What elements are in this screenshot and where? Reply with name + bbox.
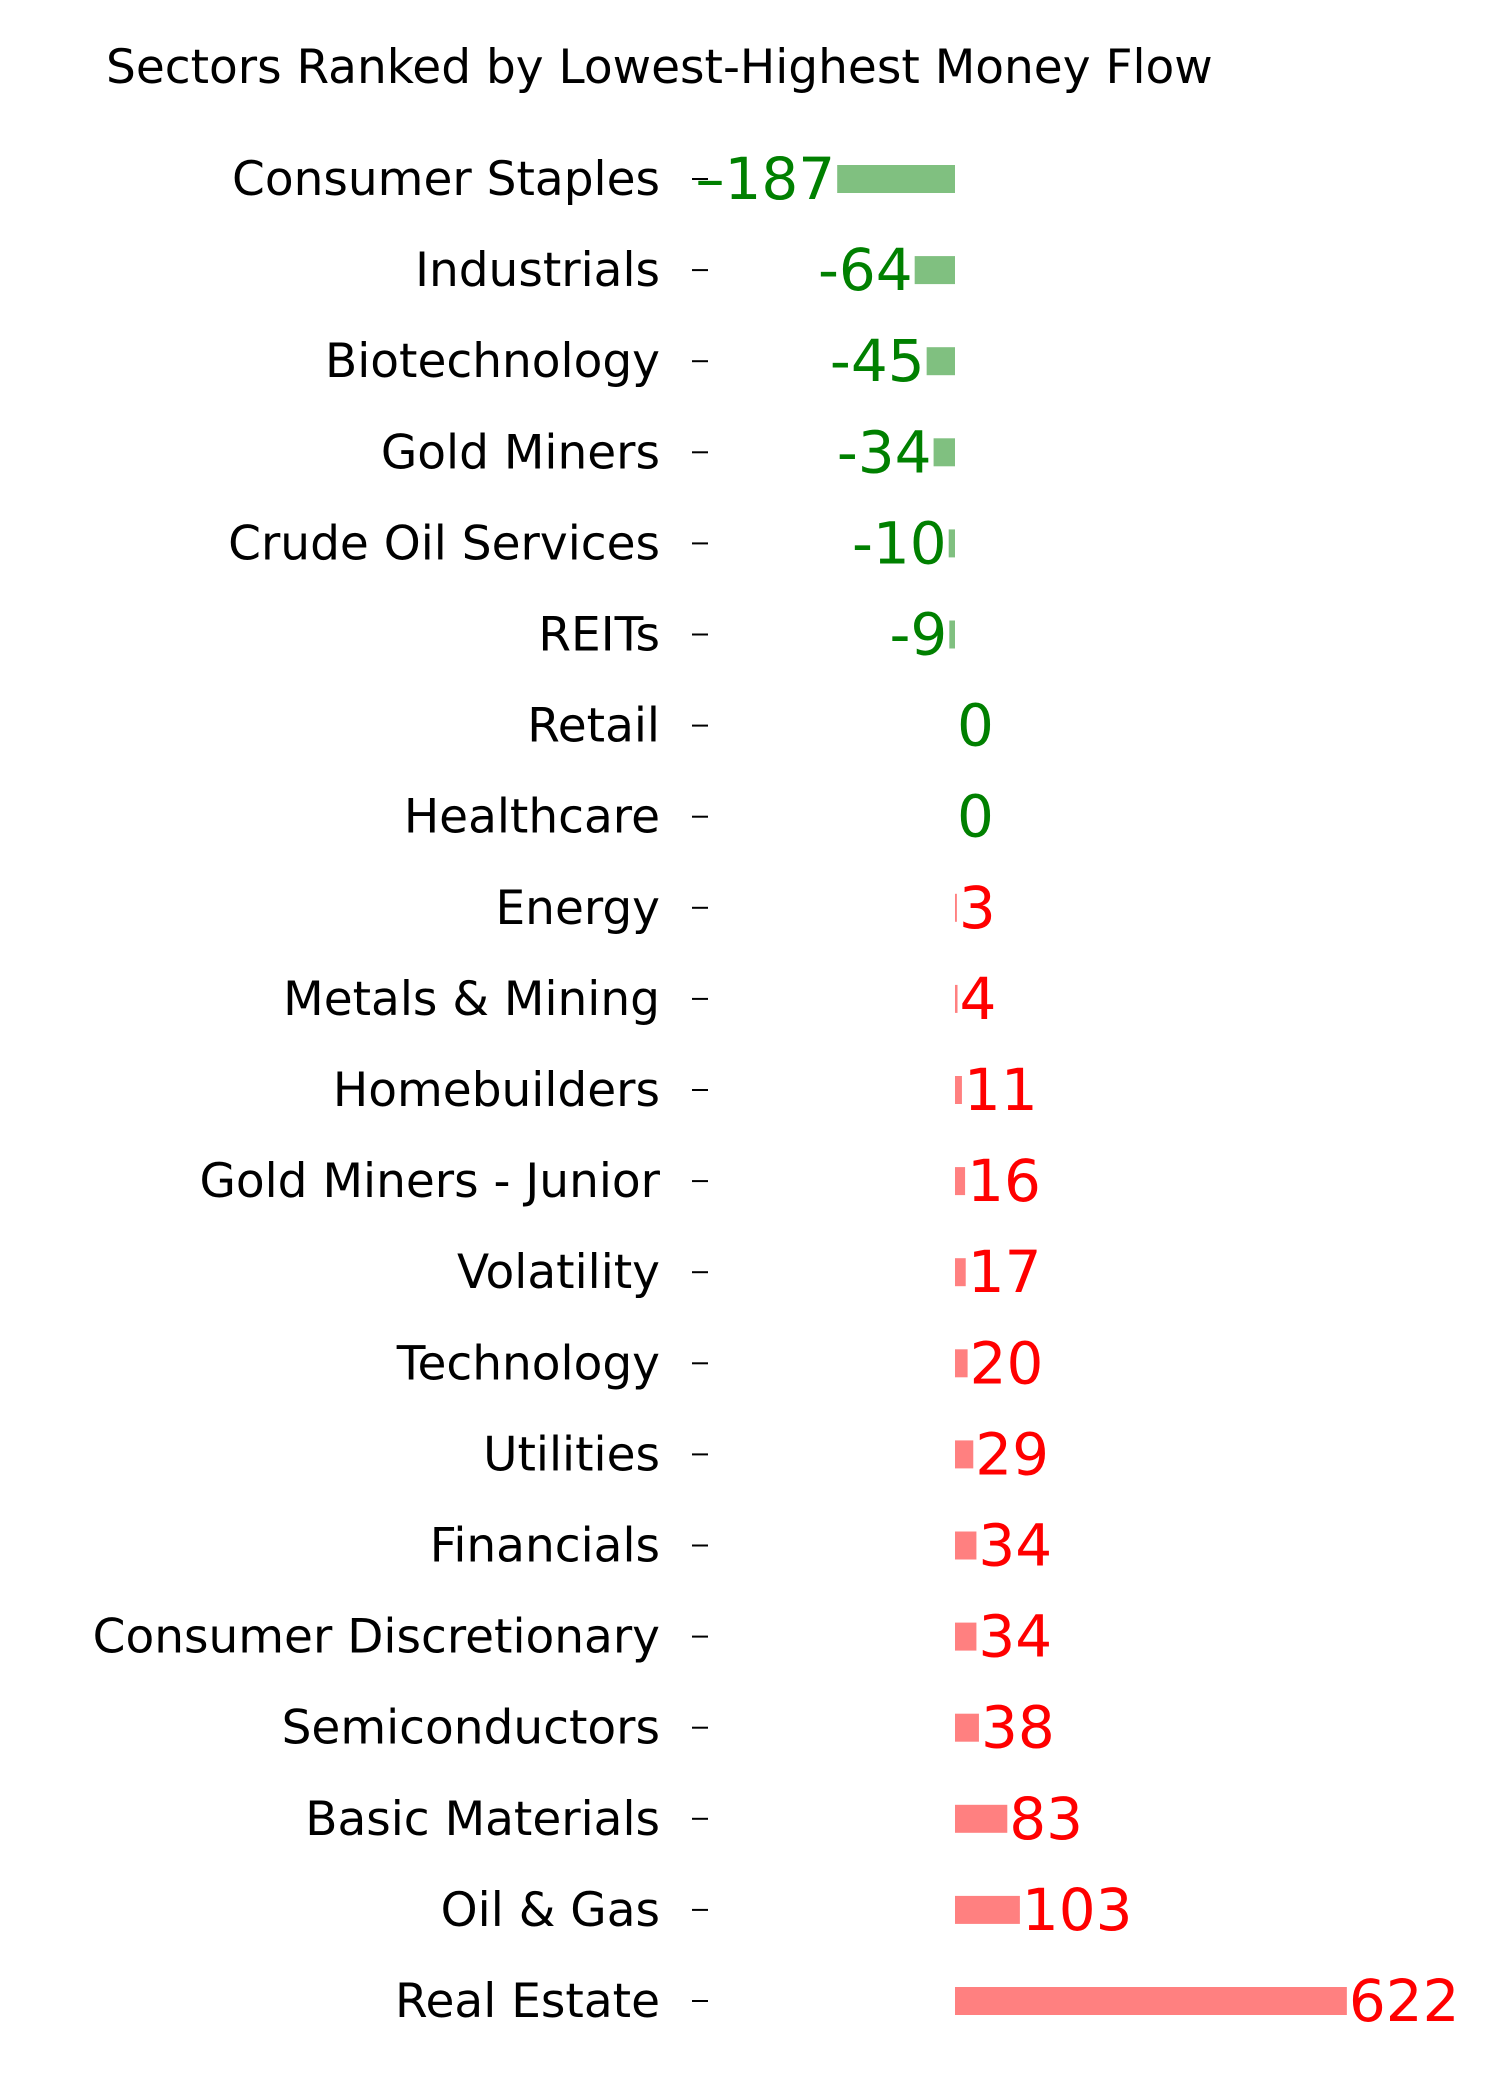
- value-label-semiconductors: 38: [981, 1694, 1055, 1762]
- bar-gold-miners: [933, 438, 955, 467]
- category-label-oil-and-gas: Oil & Gas: [441, 1883, 660, 1938]
- bar-consumer-discretionary: [955, 1622, 977, 1651]
- category-label-retail: Retail: [527, 699, 660, 754]
- value-label-metals-and-mining: 4: [960, 965, 997, 1033]
- category-label-energy: Energy: [495, 881, 660, 936]
- bar-metals-and-mining: [955, 984, 958, 1013]
- value-label-industrials: -64: [818, 236, 913, 304]
- bar-basic-materials: [955, 1804, 1008, 1833]
- category-label-consumer-discretionary: Consumer Discretionary: [93, 1610, 660, 1665]
- value-label-energy: 3: [959, 874, 996, 942]
- category-label-basic-materials: Basic Materials: [305, 1792, 660, 1847]
- category-label-financials: Financials: [430, 1519, 660, 1574]
- category-label-gold-miners-junior: Gold Miners - Junior: [199, 1154, 660, 1209]
- bar-crude-oil-services: [948, 529, 955, 558]
- value-label-oil-and-gas: 103: [1022, 1876, 1133, 1944]
- chart-title: Sectors Ranked by Lowest-Highest Money F…: [106, 40, 1213, 95]
- category-label-crude-oil-services: Crude Oil Services: [228, 516, 660, 571]
- category-label-volatility: Volatility: [457, 1245, 660, 1300]
- category-label-homebuilders: Homebuilders: [333, 1063, 660, 1118]
- value-label-basic-materials: 83: [1009, 1785, 1083, 1853]
- category-label-healthcare: Healthcare: [404, 790, 660, 845]
- category-label-gold-miners: Gold Miners: [381, 425, 660, 480]
- bar-technology: [955, 1349, 968, 1378]
- category-label-reits: REITs: [538, 608, 660, 663]
- value-label-financials: 34: [978, 1512, 1052, 1580]
- bar-oil-and-gas: [955, 1895, 1020, 1924]
- bar-consumer-staples: [837, 165, 955, 193]
- value-label-gold-miners-junior: 16: [967, 1147, 1041, 1215]
- bar-financials: [955, 1531, 977, 1560]
- bar-real-estate: [955, 1987, 1347, 2015]
- bar-volatility: [955, 1258, 966, 1287]
- value-label-retail: 0: [957, 692, 994, 760]
- value-label-gold-miners: -34: [837, 418, 932, 486]
- value-label-utilities: 29: [975, 1420, 1049, 1488]
- bar-homebuilders: [955, 1076, 962, 1104]
- bar-reits: [949, 620, 955, 649]
- bar-gold-miners-junior: [955, 1167, 966, 1196]
- chart-marks: Consumer Staples –187 Industrials -64 Biotec…: [93, 145, 1460, 2035]
- category-label-consumer-staples: Consumer Staples: [232, 152, 660, 207]
- value-label-biotechnology: -45: [830, 327, 925, 395]
- category-label-semiconductors: Semiconductors: [282, 1701, 660, 1756]
- category-label-industrials: Industrials: [415, 243, 660, 298]
- category-label-metals-and-mining: Metals & Mining: [283, 972, 660, 1027]
- bar-energy: [955, 893, 957, 922]
- value-label-crude-oil-services: -10: [852, 509, 947, 577]
- bar-semiconductors: [955, 1713, 979, 1742]
- bar-biotechnology: [926, 347, 955, 376]
- category-label-technology: Technology: [396, 1336, 660, 1391]
- bar-industrials: [914, 256, 955, 285]
- category-label-utilities: Utilities: [483, 1427, 660, 1482]
- value-label-reits: -9: [889, 601, 947, 669]
- value-label-consumer-staples: –187: [695, 145, 835, 213]
- category-label-real-estate: Real Estate: [395, 1974, 660, 2029]
- value-label-real-estate: 622: [1349, 1967, 1460, 2035]
- value-label-volatility: 17: [968, 1238, 1042, 1306]
- value-label-technology: 20: [970, 1329, 1044, 1397]
- value-label-consumer-discretionary: 34: [978, 1603, 1052, 1671]
- bar-utilities: [955, 1440, 974, 1469]
- value-label-homebuilders: 11: [964, 1056, 1038, 1124]
- value-label-healthcare: 0: [957, 783, 994, 851]
- category-label-biotechnology: Biotechnology: [325, 334, 660, 389]
